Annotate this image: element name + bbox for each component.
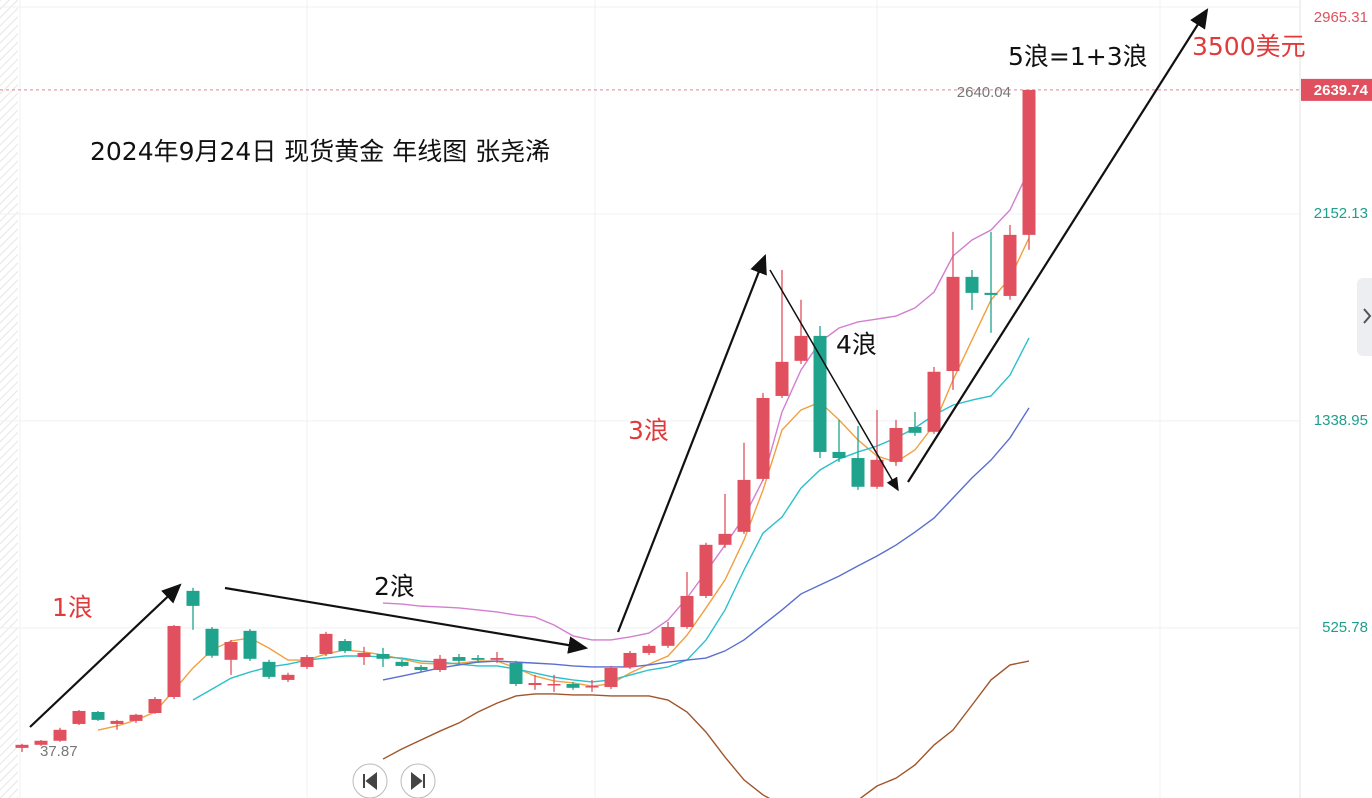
candle-body — [433, 658, 447, 671]
candle-body — [15, 744, 29, 748]
candle-body — [243, 630, 257, 659]
candle-body — [91, 711, 105, 720]
candle-body — [395, 661, 409, 666]
candle-body — [148, 699, 162, 714]
candle-body — [870, 459, 884, 487]
next-icon — [411, 771, 425, 791]
candle-body — [205, 628, 219, 656]
candle-body — [490, 658, 504, 660]
candle-body — [927, 371, 941, 432]
candle-body — [965, 276, 979, 293]
wave-label: 1浪 — [52, 593, 93, 622]
candle-body — [946, 276, 960, 372]
candle-body — [756, 397, 770, 479]
vertical-grid — [19, 0, 1161, 798]
y-tick-label: 2152.13 — [1314, 205, 1368, 222]
low-label: 37.87 — [40, 743, 78, 760]
candle-body — [851, 458, 865, 487]
candle-body — [281, 674, 295, 680]
y-tick-label: 1338.95 — [1314, 412, 1368, 429]
chart-title: 2024年9月24日 现货黄金 年线图 张尧浠 — [90, 137, 550, 166]
candle-body — [338, 640, 352, 651]
candle-body — [357, 652, 371, 658]
candle-body — [813, 335, 827, 452]
wave-label: 4浪 — [836, 330, 877, 359]
prev-icon — [363, 771, 377, 791]
candle-body — [452, 657, 466, 661]
candle-body — [319, 633, 333, 654]
candle-body — [1022, 89, 1036, 235]
moving-average — [382, 660, 1030, 798]
moving-average — [97, 237, 1030, 731]
candle-body — [794, 335, 808, 361]
wave-label: 5浪=1+3浪 — [1008, 42, 1148, 71]
candle-body — [775, 361, 789, 396]
candle-body — [53, 729, 67, 741]
wave-label: 3500美元 — [1192, 32, 1306, 61]
candle-body — [889, 428, 903, 462]
candle-body — [661, 627, 675, 646]
side-tab-icon — [1363, 308, 1372, 324]
candle-body — [737, 479, 751, 532]
high-label: 2640.04 — [957, 84, 1011, 101]
candle-body — [585, 686, 599, 688]
nav-buttons[interactable] — [352, 763, 436, 798]
candle-body — [699, 544, 713, 596]
moving-average — [192, 337, 1030, 701]
wave-label: 2浪 — [374, 572, 415, 601]
left-hatch — [0, 0, 18, 798]
candle-body — [110, 720, 124, 724]
candle-body — [566, 684, 580, 688]
candle-body — [623, 652, 637, 667]
candle-body — [604, 667, 618, 688]
candle-body — [34, 740, 48, 745]
y-tick-label: 525.78 — [1322, 619, 1368, 636]
y-tick-label: 2965.31 — [1314, 9, 1368, 26]
candle-body — [129, 714, 143, 721]
wave-label: 3浪 — [628, 416, 669, 445]
candle-body — [167, 625, 181, 697]
last-price-tag-bg — [1301, 78, 1372, 101]
candle-body — [186, 590, 200, 606]
candle-body — [72, 710, 86, 724]
candle-body — [718, 533, 732, 545]
wave-arrows — [29, 8, 1209, 728]
candle-body — [528, 682, 542, 686]
candle-body — [832, 451, 846, 459]
candle-body — [984, 292, 998, 295]
candle-body — [471, 658, 485, 660]
candle-body — [642, 645, 656, 653]
side-tab[interactable] — [1357, 278, 1372, 356]
last-price-tag: 2639.74 — [1314, 82, 1369, 99]
candle-body — [376, 653, 390, 659]
candle-body — [547, 684, 561, 686]
candle-body — [908, 426, 922, 433]
moving-average — [382, 407, 1030, 681]
candle-body — [414, 666, 428, 671]
candle-body — [262, 661, 276, 677]
candle-body — [680, 595, 694, 627]
candle-body — [224, 642, 238, 660]
candle-body — [509, 662, 523, 684]
candle-body — [1003, 234, 1017, 296]
candle-body — [300, 657, 314, 667]
side-tab-bg[interactable] — [1357, 278, 1372, 356]
